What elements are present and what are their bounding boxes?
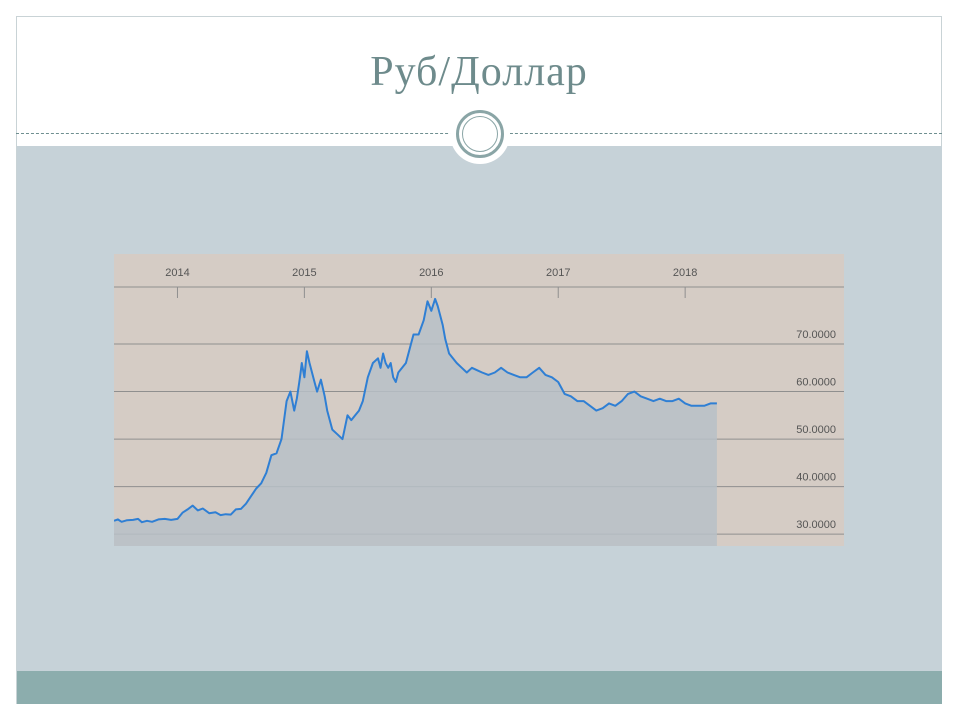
y-tick-label: 70.0000 — [796, 329, 836, 341]
rate-area — [114, 298, 717, 546]
x-tick-label: 2016 — [419, 267, 443, 279]
x-tick-label: 2014 — [165, 267, 189, 279]
x-tick-label: 2018 — [673, 267, 697, 279]
y-tick-label: 40.0000 — [796, 472, 836, 484]
circle-ornament-inner — [462, 116, 498, 152]
footer-band — [17, 671, 942, 704]
slide-title: Руб/Доллар — [370, 49, 588, 95]
x-tick-label: 2017 — [546, 267, 570, 279]
x-tick-label: 2015 — [292, 267, 316, 279]
y-tick-label: 50.0000 — [796, 424, 836, 436]
y-axis: 30.0000 40.0000 50.0000 60.0000 70.0000 — [796, 329, 836, 531]
y-tick-label: 30.0000 — [796, 519, 836, 531]
x-axis: 2014 2015 2016 2017 2018 — [114, 267, 844, 298]
y-tick-label: 60.0000 — [796, 377, 836, 389]
exchange-rate-chart: 2014 2015 2016 2017 2018 30.0000 40.0000 50.00… — [114, 254, 844, 546]
rate-line — [114, 297, 717, 524]
